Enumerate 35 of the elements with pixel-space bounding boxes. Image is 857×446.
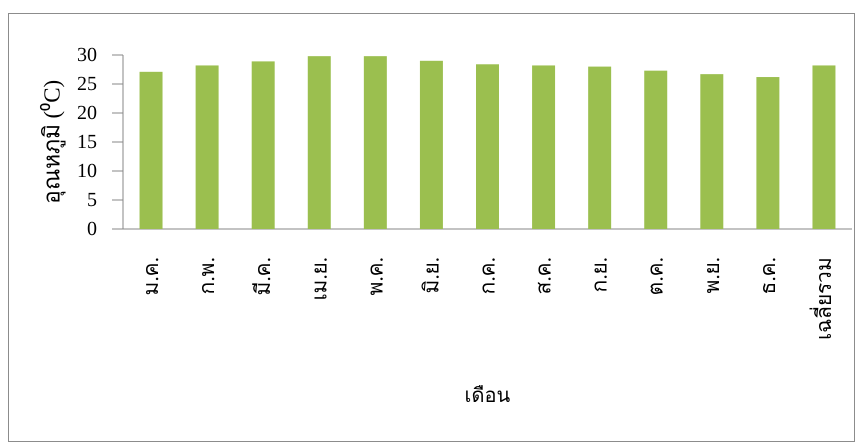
x-tick-label: ม.ค. [139,257,164,296]
y-tick-label: 25 [77,73,97,95]
x-tick-label: พ.ค. [363,257,388,296]
x-tick-label: ก.ย. [588,257,612,292]
y-tick-label: 10 [77,160,97,182]
y-tick-label: 5 [87,189,97,211]
y-tick-label: 20 [77,102,97,124]
bar [308,56,331,229]
y-axis-title: อุณหภูมิ (⁰C) [40,80,66,204]
bar [644,70,668,229]
bar [700,74,724,229]
bar [252,61,275,229]
bar [476,64,499,229]
x-tick-label: เม.ย. [307,257,332,300]
x-tick-label: มิ.ย. [419,257,444,294]
bar [364,56,387,229]
x-tick-label: มี.ค. [251,257,276,296]
x-tick-label: ต.ค. [644,257,668,296]
bar [196,65,219,229]
x-tick-label: ส.ค. [532,257,556,294]
x-tick-label: ธ.ค. [756,257,780,294]
x-tick-label: พ.ย. [700,257,724,294]
bar [420,60,443,229]
bar [140,72,163,229]
bar [588,66,612,229]
bar [812,65,836,229]
y-tick-label: 15 [77,131,97,153]
x-tick-label: เฉลี่ยรวม [808,257,836,340]
y-tick-label: 0 [87,218,97,240]
x-tick-label: ก.ค. [476,257,500,294]
bar [756,77,780,229]
x-tick-label: ก.พ. [195,257,220,294]
bar [532,65,556,229]
x-axis-title: เดือน [464,385,510,407]
y-tick-label: 30 [77,44,97,66]
